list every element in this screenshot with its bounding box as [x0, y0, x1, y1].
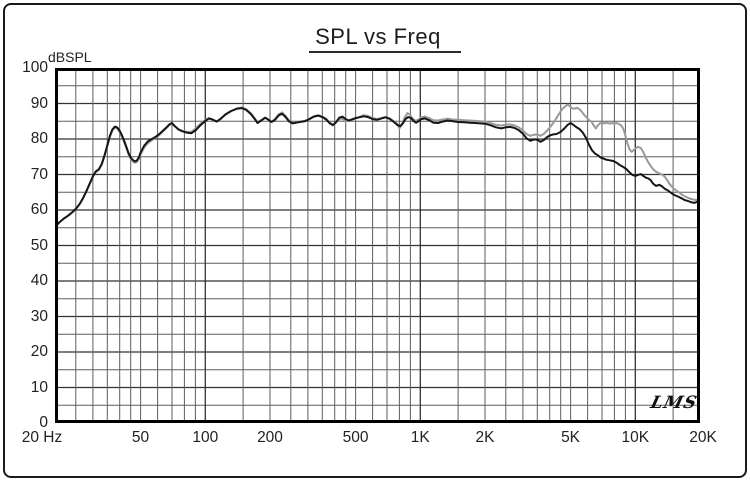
x-tick-label: 20K — [689, 429, 717, 446]
y-tick-label: 70 — [30, 165, 48, 183]
x-tick-label: 10K — [621, 429, 650, 446]
lms-logo: LMS — [648, 393, 700, 413]
chart-title-row: SPL vs Freq — [0, 24, 750, 53]
x-tick-label: 1K — [410, 429, 430, 446]
trace-black — [55, 107, 700, 228]
y-axis-unit-label: dBSPL — [48, 49, 92, 65]
y-tick-label: 90 — [30, 94, 48, 112]
y-tick-label: 50 — [30, 236, 48, 254]
y-tick-label: 60 — [30, 201, 48, 218]
x-tick-label: 100 — [192, 429, 219, 446]
x-tick-label: 50 — [131, 429, 150, 446]
x-tick-label: 20 Hz — [21, 429, 63, 446]
y-tick-label: 100 — [22, 59, 48, 76]
outer-frame — [3, 3, 747, 478]
y-tick-label: 10 — [30, 378, 48, 396]
x-tick-label: 5K — [561, 429, 581, 446]
x-tick-label: 200 — [257, 429, 283, 446]
plot-area — [55, 68, 700, 423]
y-tick-label: 30 — [30, 307, 48, 325]
chart-title: SPL vs Freq — [309, 24, 461, 53]
x-tick-label: 500 — [342, 429, 369, 446]
y-tick-label: 80 — [30, 130, 48, 147]
x-tick-label: 2K — [475, 429, 495, 446]
trace-gray — [55, 103, 700, 228]
y-tick-label: 0 — [39, 414, 48, 431]
y-tick-label: 40 — [30, 272, 48, 289]
y-tick-label: 20 — [30, 343, 48, 360]
